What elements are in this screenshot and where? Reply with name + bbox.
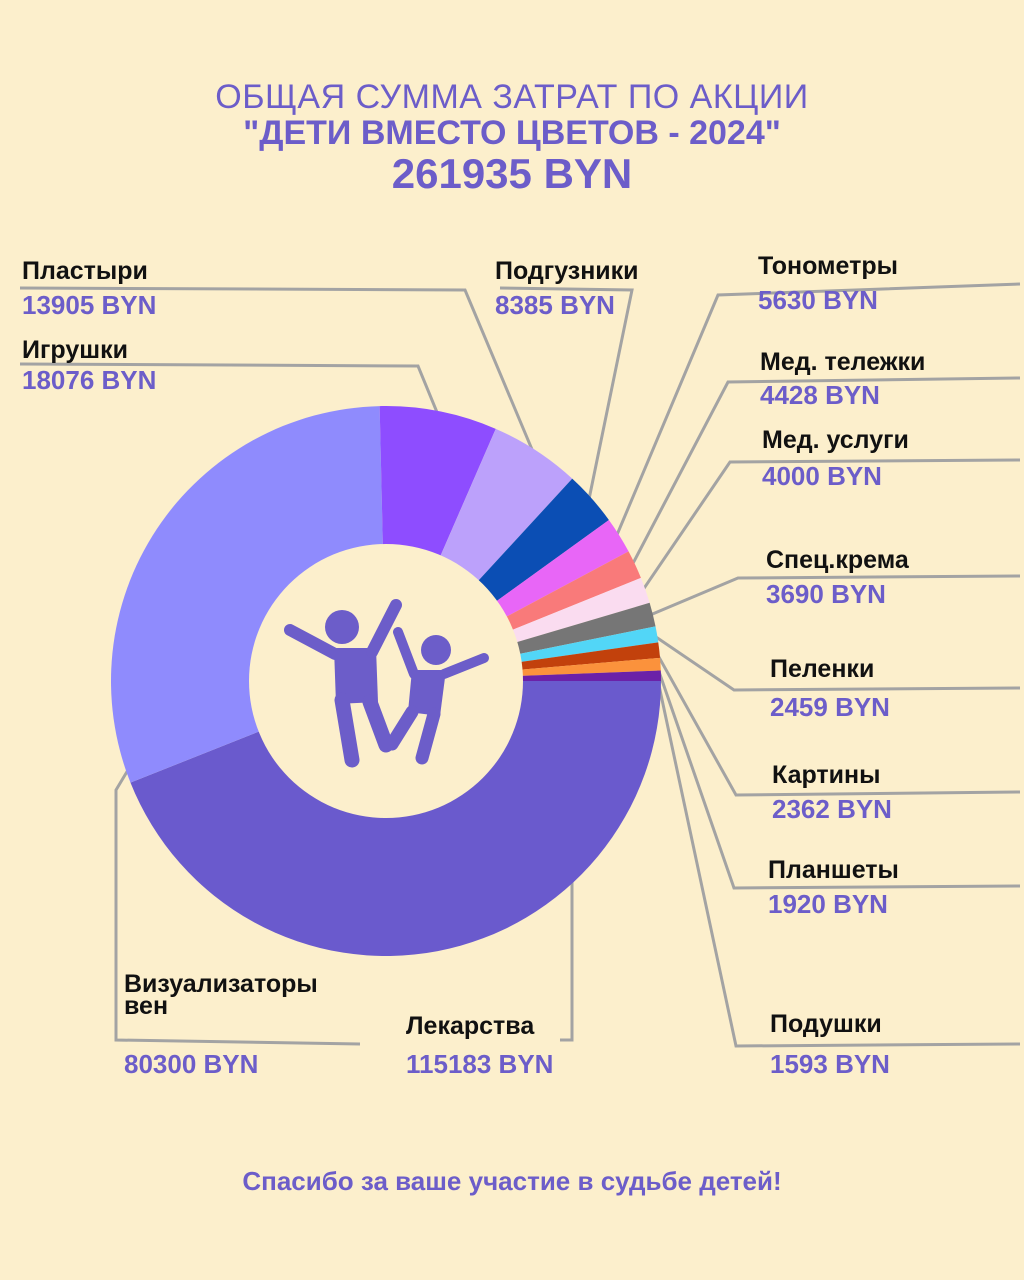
children-jumping-icon bbox=[284, 599, 489, 768]
label-value-kartiny: 2362 BYN bbox=[772, 794, 892, 824]
label-name-igrushki: Игрушки bbox=[22, 336, 128, 364]
label-value-podushki: 1593 BYN bbox=[770, 1049, 890, 1079]
title-line-1: ОБЩАЯ СУММА ЗАТРАТ ПО АКЦИИ bbox=[215, 78, 809, 116]
label-value-spec-krema: 3690 BYN bbox=[766, 579, 886, 609]
label-name-tonometry: Тонометры bbox=[758, 252, 898, 280]
donut-hole bbox=[249, 544, 523, 818]
label-value-planshety: 1920 BYN bbox=[768, 889, 888, 919]
label-value-vizualizatory-ven: 80300 BYN bbox=[124, 1049, 258, 1079]
label-name-planshety: Планшеты bbox=[768, 856, 899, 884]
label-value-igrushki: 18076 BYN bbox=[22, 365, 156, 395]
label-name-vizualizatory-ven: Визуализаторы вен bbox=[124, 970, 318, 1020]
leader-podushki bbox=[655, 675, 1021, 1048]
label-value-pelenki: 2459 BYN bbox=[770, 692, 890, 722]
label-value-plastyri: 13905 BYN bbox=[22, 290, 156, 320]
chart-labels: Лекарства 115183 BYN Визуализаторы вен 80300… bbox=[22, 252, 925, 1079]
slice-lekarstva bbox=[130, 681, 661, 957]
label-value-podguzniki: 8385 BYN bbox=[495, 290, 615, 320]
label-value-tonometry: 5630 BYN bbox=[758, 285, 878, 315]
total-amount: 261935 BYN bbox=[391, 150, 633, 197]
leader-med-uslugi bbox=[640, 458, 1021, 593]
leader-tonometry bbox=[614, 282, 1021, 539]
leader-plastyri bbox=[19, 286, 536, 455]
title-line-2: "ДЕТИ ВМЕСТО ЦВЕТОВ - 2024" bbox=[243, 114, 781, 152]
leader-podguzniki bbox=[499, 286, 634, 502]
label-value-med-uslugi: 4000 BYN bbox=[762, 461, 882, 491]
thank-you-footer: Спасибо за ваше участие в судьбе детей! bbox=[242, 1166, 782, 1196]
label-name-podguzniki: Подгузники bbox=[495, 257, 639, 285]
label-name-pelenki: Пеленки bbox=[770, 655, 874, 683]
leader-igrushki bbox=[19, 362, 440, 416]
label-name-plastyri: Пластыри bbox=[22, 257, 148, 285]
label-name-kartiny: Картины bbox=[772, 761, 880, 789]
label-name-podushki: Подушки bbox=[770, 1010, 882, 1038]
label-name-med-uslugi: Мед. услуги bbox=[762, 426, 909, 454]
label-name-med-telezhki: Мед. тележки bbox=[760, 348, 925, 376]
leader-kartiny bbox=[653, 649, 1021, 797]
leader-planshety bbox=[655, 663, 1021, 890]
label-name-lekarstva: Лекарства bbox=[406, 1012, 535, 1040]
label-name-spec-krema: Спец.крема bbox=[766, 546, 910, 574]
leader-med-telezhki bbox=[630, 376, 1021, 567]
leader-pelenki bbox=[652, 633, 1021, 692]
label-value-med-telezhki: 4428 BYN bbox=[760, 380, 880, 410]
leader-spec-krema bbox=[648, 574, 1021, 617]
label-value-lekarstva: 115183 BYN bbox=[406, 1049, 553, 1079]
